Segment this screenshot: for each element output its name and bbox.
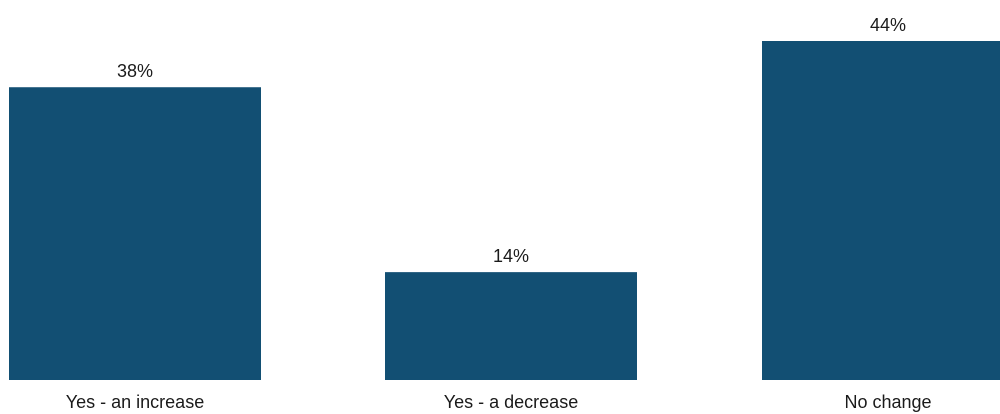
bars-group [9,41,1000,381]
bar-1 [9,87,261,381]
value-labels-group: 38% 14% 44% [117,15,906,266]
bar-value-label-3: 44% [870,15,906,35]
category-label-2: Yes - a decrease [444,392,578,412]
category-label-3: No change [844,392,931,412]
bar-2 [385,272,637,380]
category-label-1: Yes - an increase [66,392,204,412]
category-labels-group: Yes - an increase Yes - a decrease No chan… [66,392,932,412]
bar-value-label-2: 14% [493,246,529,266]
bar-value-label-1: 38% [117,61,153,81]
bar-3 [762,41,1000,380]
